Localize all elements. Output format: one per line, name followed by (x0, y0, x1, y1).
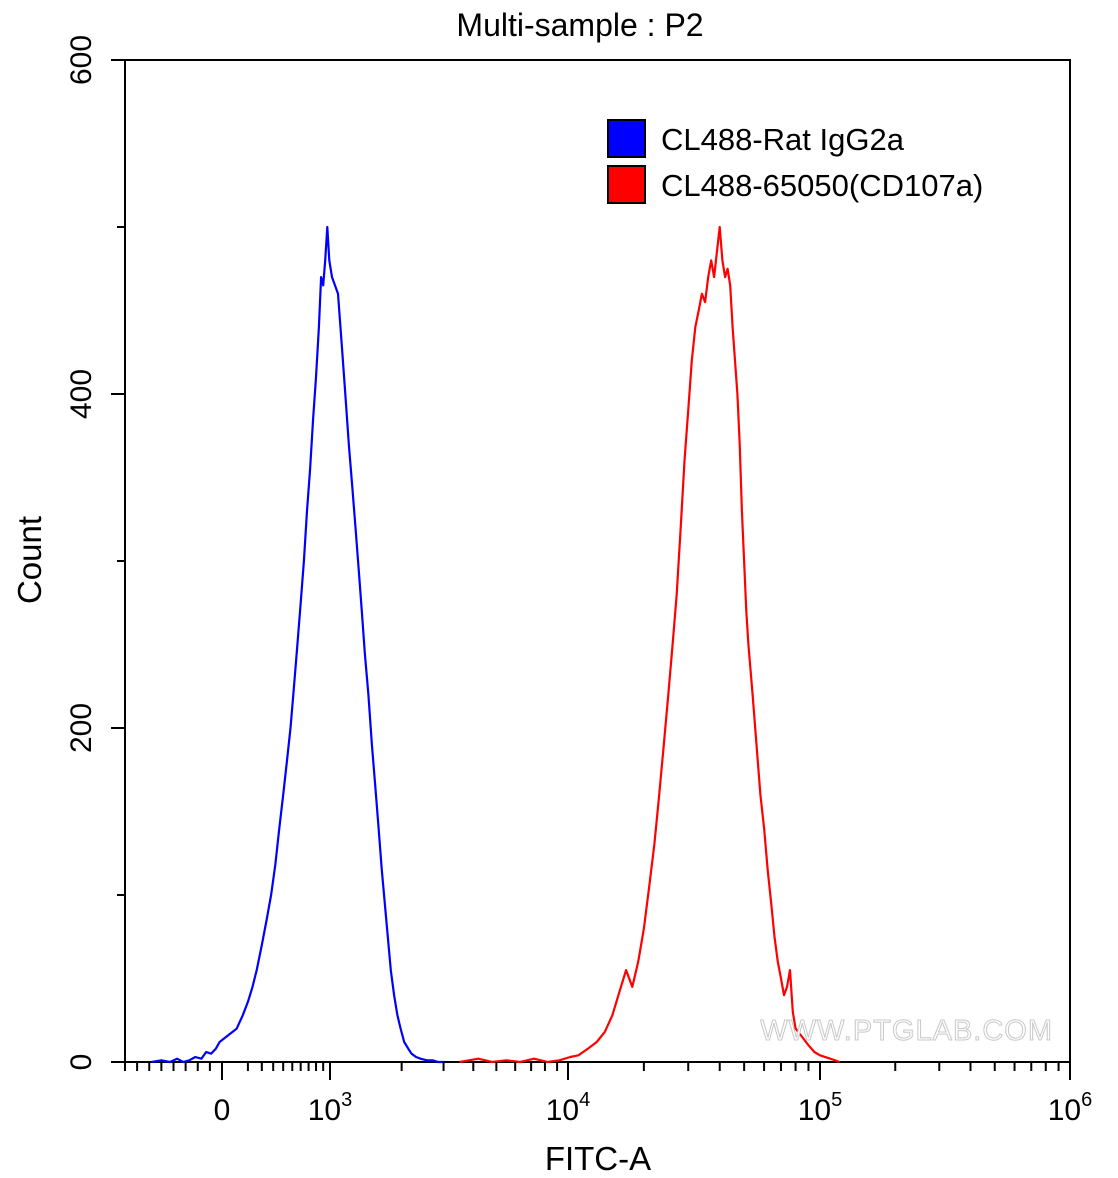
y-tick-label: 0 (65, 1054, 98, 1071)
legend-label: CL488-65050(CD107a) (661, 168, 983, 203)
plot-frame (124, 59, 1071, 1063)
x-tick-label: 104 (546, 1089, 591, 1127)
legend: CL488-Rat IgG2a CL488-65050(CD107a) (607, 119, 983, 204)
x-tick-label: 105 (798, 1089, 843, 1127)
y-tick-label: 200 (65, 703, 98, 753)
legend-swatch (607, 119, 646, 158)
x-axis: 0 103 104 105 106 (124, 1062, 1093, 1127)
x-tick-label: 0 (214, 1094, 231, 1127)
y-axis: 0 200 400 600 (65, 35, 125, 1070)
series-line-1 (151, 225, 444, 1064)
x-tick-label: 103 (308, 1089, 353, 1127)
y-tick-label: 600 (65, 35, 98, 85)
chart-title: Multi-sample : P2 (456, 7, 703, 43)
x-tick-label: 106 (1048, 1089, 1093, 1127)
y-tick-label: 400 (65, 369, 98, 419)
y-axis-label: Count (11, 516, 48, 604)
legend-swatch (607, 165, 646, 204)
x-axis-label: FITC-A (545, 1140, 651, 1177)
watermark-text: WWW.PTGLAB.COM (760, 1015, 1053, 1047)
series-curves (151, 225, 841, 1064)
legend-label: CL488-Rat IgG2a (661, 122, 905, 157)
series-line-2 (459, 225, 841, 1064)
